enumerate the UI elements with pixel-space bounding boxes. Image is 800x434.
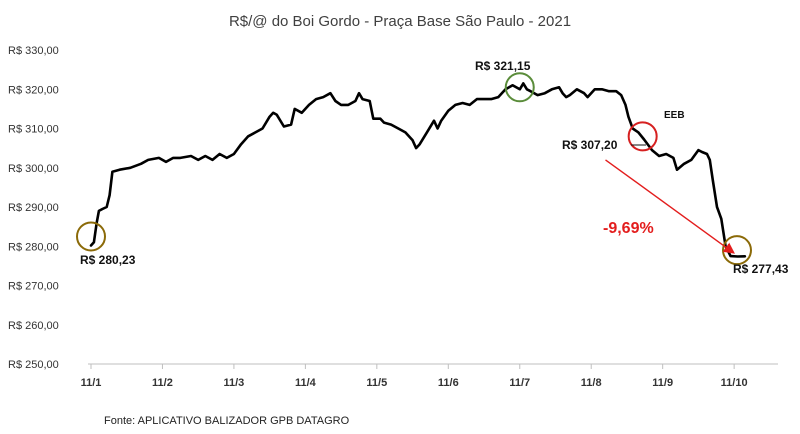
start-value-label: R$ 280,23 [80,253,136,267]
decline-arrow [605,159,735,254]
x-tick-label: 11/6 [438,377,459,389]
highlight-circle [504,72,535,103]
x-tick-label: 11/5 [366,377,387,389]
y-tick-label: R$ 250,00 [8,359,59,371]
change-percent-label: -9,69% [603,220,654,237]
x-axis: 11/1 11/2 11/3 11/4 11/5 11/6 11/7 11/8 11/9 11/1… [81,364,748,389]
x-tick-label: 11/9 [652,377,673,389]
y-tick-label: R$ 270,00 [8,281,59,293]
y-tick-label: R$ 330,00 [8,45,59,57]
y-axis: R$ 250,00 R$ 260,00 R$ 270,00 R$ 280,00 R$ 2… [8,45,59,371]
x-tick-label: 11/1 [81,377,102,389]
x-tick-label: 11/8 [581,377,602,389]
x-tick-label: 11/7 [509,377,530,389]
highlight-circle [76,221,106,252]
eeb-label: EEB [664,110,685,121]
peak-value-label: R$ 321,15 [475,59,531,73]
y-tick-label: R$ 320,00 [8,84,59,96]
y-tick-label: R$ 280,00 [8,241,59,253]
source-note: Fonte: APLICATIVO BALIZADOR GPB DATAGRO [104,415,350,427]
eeb-value-label: R$ 307,20 [562,138,618,152]
x-tick-label: 11/10 [721,377,748,389]
y-tick-label: R$ 300,00 [8,163,59,175]
highlight-circle [627,121,658,152]
x-tick-label: 11/4 [295,377,317,389]
x-tick-label: 11/2 [152,377,173,389]
x-tick-label: 11/3 [224,377,245,389]
price-series-line [89,82,747,258]
y-tick-label: R$ 260,00 [8,320,59,332]
end-value-label: R$ 277,43 [733,262,789,276]
chart-title: R$/@ do Boi Gordo - Praça Base São Paulo… [229,13,571,30]
y-tick-label: R$ 310,00 [8,124,59,136]
y-tick-label: R$ 290,00 [8,202,59,214]
